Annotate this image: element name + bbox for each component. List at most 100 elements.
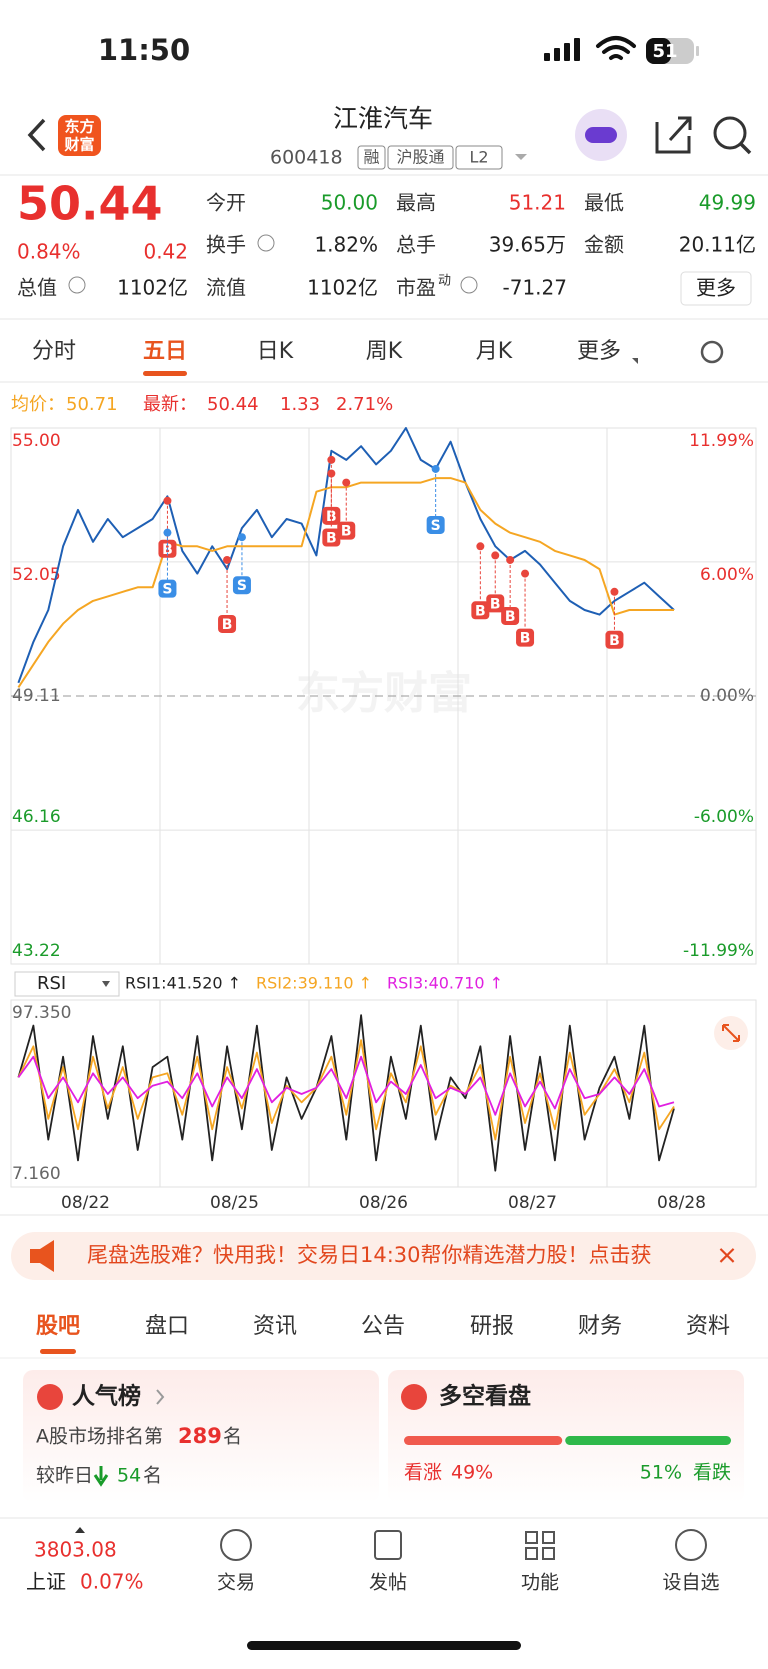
y-tick-label: 55.00	[12, 431, 61, 451]
avg-value: 50.71	[66, 394, 118, 415]
bull-label: 看涨	[404, 1462, 442, 1484]
logo-text: 财富	[64, 136, 94, 154]
tag-box	[357, 145, 386, 170]
sentiment-card[interactable]	[388, 1370, 744, 1503]
trade-marker	[342, 478, 351, 487]
last-change: 1.33	[280, 394, 320, 415]
wifi-icon	[596, 36, 636, 60]
logo-text: 东方	[64, 118, 94, 136]
x-tick-label: 08/26	[359, 1193, 408, 1213]
chevron	[156, 1389, 165, 1405]
nav-item[interactable]: 功能	[521, 1572, 559, 1594]
y-tick-label: 52.05	[12, 565, 61, 585]
field-value: 51.21	[509, 191, 566, 215]
nav-item[interactable]: 发帖	[369, 1572, 407, 1594]
field-value: 49.99	[699, 191, 756, 215]
logo[interactable]	[58, 115, 101, 156]
field-label: 市盈	[396, 276, 436, 300]
trade-badge-label: B	[341, 524, 352, 540]
index-name[interactable]: 上证	[26, 1570, 66, 1594]
trade-badge-label: B	[490, 596, 501, 612]
chart-tab[interactable]: 分时	[32, 339, 76, 364]
index-pct[interactable]: 0.07%	[80, 1570, 144, 1594]
watchlist-icon	[675, 1529, 707, 1561]
search-button[interactable]	[713, 116, 747, 150]
y2-tick-label: 11.99%	[689, 431, 754, 451]
watermark: 东方财富	[296, 668, 472, 719]
trade-icon	[220, 1529, 252, 1561]
sentiment-title: 多空看盘	[439, 1383, 531, 1410]
promo-banner[interactable]	[11, 1232, 756, 1280]
trade-marker	[521, 569, 530, 578]
y-tick-label: 43.22	[12, 941, 61, 961]
indicator-name: RSI	[37, 973, 66, 994]
field-label-sup: 动	[438, 274, 451, 289]
sentiment-icon	[401, 1384, 427, 1410]
section-tab[interactable]: 资讯	[253, 1314, 297, 1339]
nav-item[interactable]: 交易	[217, 1572, 255, 1594]
index-arrow	[75, 1527, 85, 1533]
popularity-card[interactable]	[23, 1370, 379, 1503]
bull-bar	[404, 1436, 563, 1445]
series-line	[17, 1014, 675, 1172]
trade-badge-label: B	[326, 509, 337, 525]
stock-code: 600418	[270, 147, 343, 169]
chart-tab[interactable]: 更多	[577, 339, 621, 364]
rank-suffix: 名	[223, 1426, 242, 1448]
post-icon	[374, 1530, 402, 1560]
x-tick-label: 08/22	[61, 1193, 110, 1213]
trade-marker	[327, 455, 336, 464]
section-tab[interactable]: 股吧	[36, 1314, 80, 1339]
change-prefix: 较昨日	[36, 1465, 93, 1487]
chart-tab[interactable]: 五日	[143, 339, 187, 364]
x-tick-label: 08/27	[508, 1193, 557, 1213]
popularity-title: 人气榜	[72, 1383, 141, 1410]
trade-badge	[471, 601, 490, 620]
banner-close[interactable]: ×	[716, 1241, 738, 1271]
more-button[interactable]	[680, 271, 752, 306]
trade-badge-label: B	[505, 609, 516, 625]
back-button[interactable]	[27, 118, 46, 152]
trade-badge	[158, 579, 177, 598]
share-button[interactable]	[655, 116, 692, 154]
field-value: 50.00	[321, 191, 378, 215]
field-value: 1102亿	[117, 276, 188, 300]
banner-text[interactable]: 尾盘选股难？快用我！交易日14:30帮你精选潜力股！点击获	[87, 1243, 652, 1267]
trade-badge-label: S	[237, 578, 247, 594]
field-label: 总手	[396, 233, 436, 257]
chart-tab[interactable]: 月K	[476, 339, 513, 364]
dropdown-arrow	[102, 981, 110, 987]
trade-badge	[486, 594, 505, 613]
field-value: -71.27	[503, 276, 567, 300]
trade-badge-label: B	[520, 631, 531, 647]
y2-tick-label: -11.99%	[683, 941, 754, 961]
section-tab[interactable]: 盘口	[145, 1314, 189, 1339]
change-suffix: 名	[143, 1465, 162, 1487]
change-value: 54	[117, 1465, 141, 1487]
y2-tick-label: -6.00%	[694, 807, 754, 827]
trade-badge	[218, 614, 237, 633]
chart-tab[interactable]: 周K	[366, 339, 403, 364]
indicator-select[interactable]	[14, 971, 120, 997]
trade-marker	[610, 587, 619, 596]
chart-tab[interactable]: 日K	[257, 339, 294, 364]
trade-badge-label: B	[609, 633, 620, 649]
section-tab[interactable]: 公告	[361, 1314, 405, 1339]
tab-underline	[143, 371, 187, 376]
trade-badge	[322, 528, 341, 547]
plot-frame	[10, 999, 757, 1188]
section-tab[interactable]: 研报	[470, 1314, 514, 1339]
index-value[interactable]: 3803.08	[34, 1538, 117, 1562]
section-tab[interactable]: 财务	[578, 1314, 622, 1339]
search-handle	[739, 142, 752, 155]
settings-button[interactable]	[700, 340, 724, 364]
nav-item[interactable]: 设自选	[662, 1572, 719, 1594]
bear-label: 看跌	[693, 1462, 731, 1484]
last-value: 50.44	[207, 394, 259, 415]
info-icon[interactable]	[68, 234, 478, 294]
trade-badge-label: S	[431, 518, 441, 534]
function-icon	[525, 1531, 555, 1560]
section-tab[interactable]: 资料	[686, 1314, 730, 1339]
series-line	[17, 427, 675, 684]
field-value: 1.82%	[314, 233, 378, 257]
